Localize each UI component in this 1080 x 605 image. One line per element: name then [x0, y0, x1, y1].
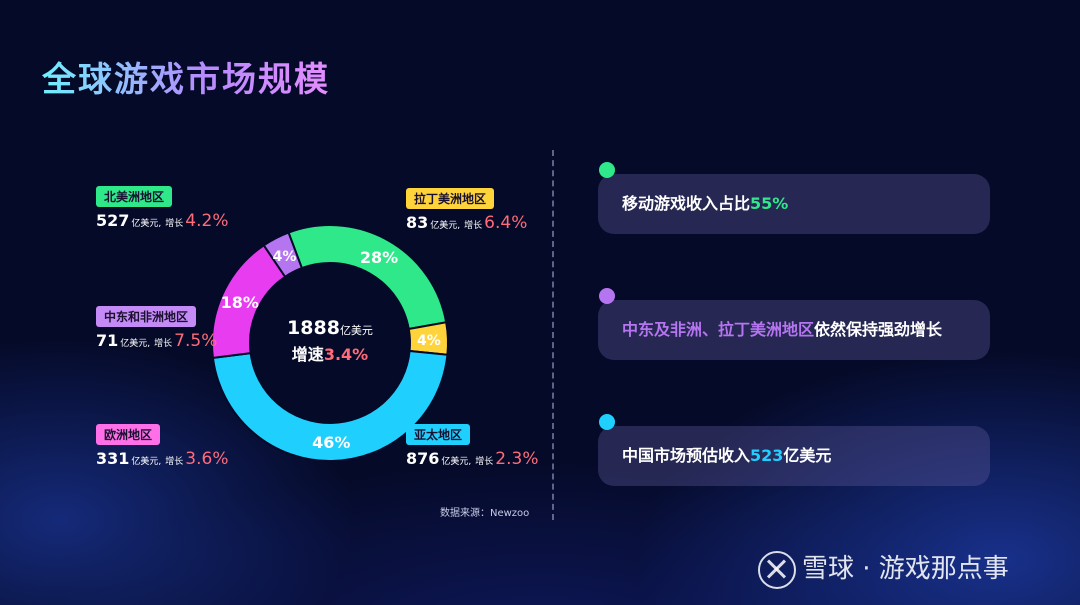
donut-slice [287, 224, 448, 331]
region-tag: 欧洲地区 [96, 424, 161, 445]
insight-card-growth: 中东及非洲、拉丁美洲地区依然保持强劲增长 [598, 288, 990, 360]
insight-text: 中国市场预估收入523亿美元 [622, 446, 832, 465]
data-source: 数据来源：Newzoo [440, 508, 530, 519]
bullet-dot [599, 288, 615, 304]
insight-card-mobile: 移动游戏收入占比55% [598, 162, 990, 234]
total-growth: 增速3.4% [291, 345, 369, 364]
region-tag: 中东和非洲地区 [96, 306, 197, 327]
region-middle-east-africa: 中东和非洲地区 71 亿美元, 增长 7.5% [96, 306, 217, 351]
donut-slice [262, 231, 304, 279]
region-tag: 北美洲地区 [96, 186, 173, 207]
region-europe: 欧洲地区 331 亿美元, 增长 3.6% [96, 424, 229, 469]
donut-center: 1888亿美元 增速3.4% [270, 316, 390, 367]
divider [552, 150, 554, 520]
region-latin-america: 拉丁美洲地区 83 亿美元, 增长 6.4% [406, 188, 527, 233]
slice-percent-label: 18% [221, 293, 259, 312]
insight-text: 移动游戏收入占比55% [622, 194, 789, 213]
insight-card-china: 中国市场预估收入523亿美元 [598, 414, 990, 486]
total-value: 1888亿美元 [287, 317, 373, 339]
bullet-dot [599, 162, 615, 178]
slice-percent-label: 46% [312, 433, 350, 452]
region-tag: 亚太地区 [406, 424, 471, 445]
donut-chart: 28% 4% 46% 18% 4% [211, 224, 449, 462]
region-tag: 拉丁美洲地区 [406, 188, 495, 209]
bullet-dot [599, 414, 615, 430]
region-asia-pacific: 亚太地区 876 亿美元, 增长 2.3% [406, 424, 539, 469]
page-title: 全球游戏市场规模 [42, 52, 330, 101]
watermark: 雪球 · 游戏那点事 [758, 548, 1009, 589]
slice-percent-label: 4% [417, 333, 441, 349]
insight-text: 中东及非洲、拉丁美洲地区依然保持强劲增长 [622, 320, 943, 339]
region-north-america: 北美洲地区 527 亿美元, 增长 4.2% [96, 186, 229, 231]
donut-slice [211, 349, 449, 462]
snowball-logo-icon [758, 550, 796, 589]
slice-percent-label: 4% [273, 249, 297, 265]
slice-percent-label: 28% [360, 248, 398, 267]
